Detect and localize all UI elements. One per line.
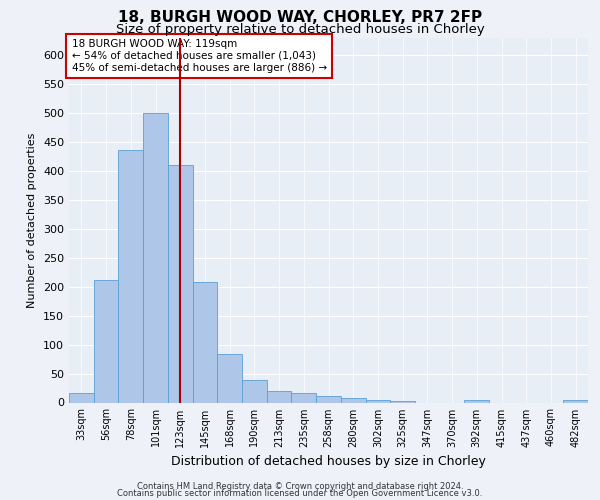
Bar xyxy=(69,392,94,402)
Bar xyxy=(365,400,390,402)
Text: Contains public sector information licensed under the Open Government Licence v3: Contains public sector information licen… xyxy=(118,488,482,498)
Bar xyxy=(341,398,365,402)
Bar xyxy=(242,380,267,402)
Y-axis label: Number of detached properties: Number of detached properties xyxy=(28,132,37,308)
Bar xyxy=(217,354,242,403)
Bar xyxy=(94,280,118,402)
Bar xyxy=(267,391,292,402)
Bar xyxy=(292,392,316,402)
Bar xyxy=(168,165,193,402)
Text: 18 BURGH WOOD WAY: 119sqm
← 54% of detached houses are smaller (1,043)
45% of se: 18 BURGH WOOD WAY: 119sqm ← 54% of detac… xyxy=(71,40,327,72)
Bar xyxy=(390,401,415,402)
X-axis label: Distribution of detached houses by size in Chorley: Distribution of detached houses by size … xyxy=(171,455,486,468)
Bar xyxy=(193,282,217,403)
Bar xyxy=(563,400,588,402)
Bar xyxy=(464,400,489,402)
Text: Size of property relative to detached houses in Chorley: Size of property relative to detached ho… xyxy=(116,22,484,36)
Text: Contains HM Land Registry data © Crown copyright and database right 2024.: Contains HM Land Registry data © Crown c… xyxy=(137,482,463,491)
Bar xyxy=(143,113,168,403)
Bar xyxy=(316,396,341,402)
Bar xyxy=(118,150,143,402)
Text: 18, BURGH WOOD WAY, CHORLEY, PR7 2FP: 18, BURGH WOOD WAY, CHORLEY, PR7 2FP xyxy=(118,10,482,25)
